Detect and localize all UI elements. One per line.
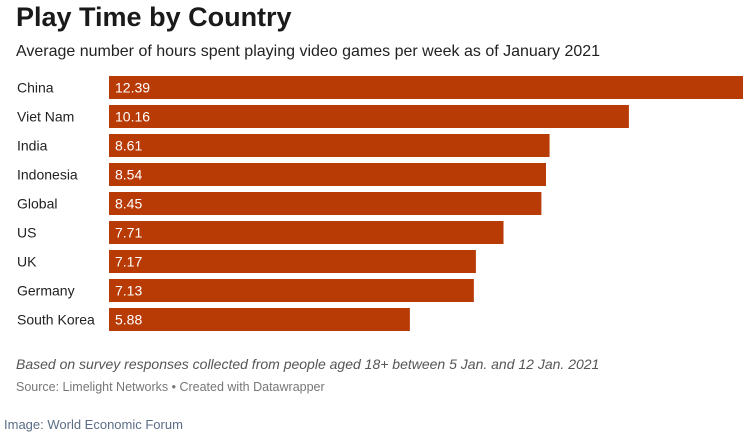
chart-source: Source: Limelight Networks • Created wit… bbox=[16, 380, 325, 394]
bar bbox=[109, 250, 476, 273]
category-label: India bbox=[17, 138, 48, 154]
value-label: 12.39 bbox=[115, 80, 150, 96]
category-label: South Korea bbox=[17, 312, 95, 328]
bar bbox=[109, 192, 542, 215]
value-label: 7.13 bbox=[115, 283, 142, 299]
category-label: Germany bbox=[17, 283, 75, 299]
category-label: Global bbox=[17, 196, 57, 212]
value-label: 8.61 bbox=[115, 138, 142, 154]
chart-card: Play Time by Country Average number of h… bbox=[16, 2, 743, 394]
bar bbox=[109, 163, 546, 186]
bar-chart: China 12.39 Viet Nam 10.16 India 8.61 Indonesi… bbox=[17, 76, 743, 331]
category-label: Indonesia bbox=[17, 167, 78, 183]
category-label: UK bbox=[17, 254, 37, 270]
bar bbox=[109, 279, 474, 302]
bar bbox=[109, 105, 629, 128]
value-label: 10.16 bbox=[115, 109, 150, 125]
category-label: US bbox=[17, 225, 36, 241]
value-label: 8.54 bbox=[115, 167, 142, 183]
image-credit: Image: World Economic Forum bbox=[4, 417, 183, 432]
value-label: 8.45 bbox=[115, 196, 142, 212]
value-label: 7.71 bbox=[115, 225, 142, 241]
bar bbox=[109, 308, 410, 331]
chart-subtitle: Average number of hours spent playing vi… bbox=[16, 43, 601, 60]
value-label: 5.88 bbox=[115, 312, 142, 328]
category-label: China bbox=[17, 80, 54, 96]
chart-footnote: Based on survey responses collected from… bbox=[16, 356, 600, 372]
category-label: Viet Nam bbox=[17, 109, 74, 125]
chart-title: Play Time by Country bbox=[16, 2, 292, 32]
value-label: 7.17 bbox=[115, 254, 142, 270]
bar bbox=[109, 221, 504, 244]
bar bbox=[109, 76, 743, 99]
bar bbox=[109, 134, 550, 157]
